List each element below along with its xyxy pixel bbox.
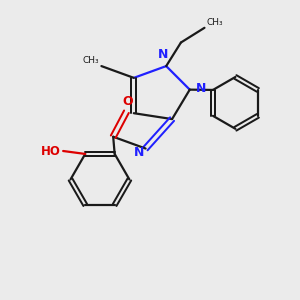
- Text: N: N: [158, 48, 168, 61]
- Text: CH₃: CH₃: [207, 18, 224, 27]
- Text: O: O: [123, 95, 133, 108]
- Text: HO: HO: [41, 145, 61, 158]
- Text: CH₃: CH₃: [82, 56, 99, 65]
- Text: N: N: [196, 82, 207, 95]
- Text: N: N: [134, 146, 144, 159]
